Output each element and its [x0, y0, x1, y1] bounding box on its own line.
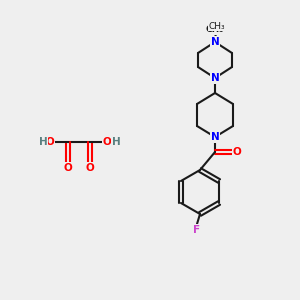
Text: H: H — [39, 137, 47, 147]
Text: CH₃: CH₃ — [206, 26, 224, 34]
Text: H: H — [112, 137, 120, 147]
Text: O: O — [64, 163, 72, 173]
Text: N: N — [211, 132, 219, 142]
Text: N: N — [211, 37, 219, 47]
Text: O: O — [103, 137, 111, 147]
Text: O: O — [232, 147, 242, 157]
Text: CH₃: CH₃ — [209, 22, 225, 31]
Text: O: O — [46, 137, 54, 147]
Text: O: O — [85, 163, 94, 173]
Text: F: F — [194, 225, 201, 235]
Text: N: N — [211, 73, 219, 83]
